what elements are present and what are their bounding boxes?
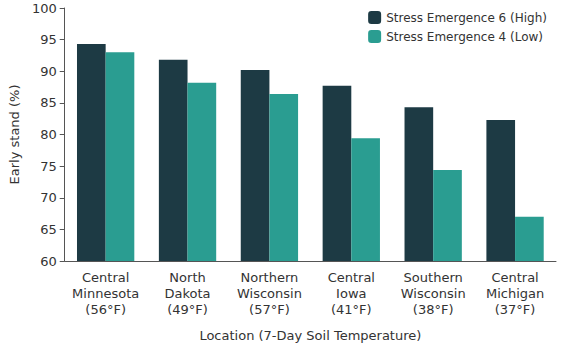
svg-text:(49°F): (49°F) (167, 302, 208, 317)
svg-text:75: 75 (40, 159, 57, 174)
svg-text:Southern: Southern (404, 270, 463, 285)
svg-text:Northern: Northern (241, 270, 299, 285)
svg-text:65: 65 (40, 222, 57, 237)
svg-text:Early stand (%): Early stand (%) (7, 85, 22, 185)
svg-text:(56°F): (56°F) (85, 302, 126, 317)
svg-text:Central: Central (491, 270, 538, 285)
svg-text:70: 70 (40, 190, 57, 205)
svg-text:95: 95 (40, 32, 57, 47)
svg-text:Minnesota: Minnesota (72, 286, 139, 301)
svg-text:60: 60 (40, 254, 57, 269)
svg-text:Central: Central (328, 270, 375, 285)
svg-text:(37°F): (37°F) (495, 302, 536, 317)
svg-text:90: 90 (40, 64, 57, 79)
svg-text:Central: Central (82, 270, 129, 285)
svg-text:85: 85 (40, 95, 57, 110)
svg-text:Wisconsin: Wisconsin (401, 286, 466, 301)
svg-text:Dakota: Dakota (165, 286, 211, 301)
svg-text:North: North (169, 270, 205, 285)
svg-text:(41°F): (41°F) (331, 302, 372, 317)
svg-text:80: 80 (40, 127, 57, 142)
svg-text:100: 100 (32, 1, 57, 16)
svg-text:Location (7-Day Soil Temperatu: Location (7-Day Soil Temperature) (199, 328, 421, 343)
svg-text:Stress Emergence 4 (Low): Stress Emergence 4 (Low) (386, 30, 543, 44)
svg-text:(57°F): (57°F) (249, 302, 290, 317)
svg-text:Wisconsin: Wisconsin (237, 286, 302, 301)
svg-text:(38°F): (38°F) (413, 302, 454, 317)
svg-text:Michigan: Michigan (486, 286, 544, 301)
svg-text:Iowa: Iowa (336, 286, 366, 301)
svg-text:Stress Emergence 6 (High): Stress Emergence 6 (High) (386, 11, 547, 25)
